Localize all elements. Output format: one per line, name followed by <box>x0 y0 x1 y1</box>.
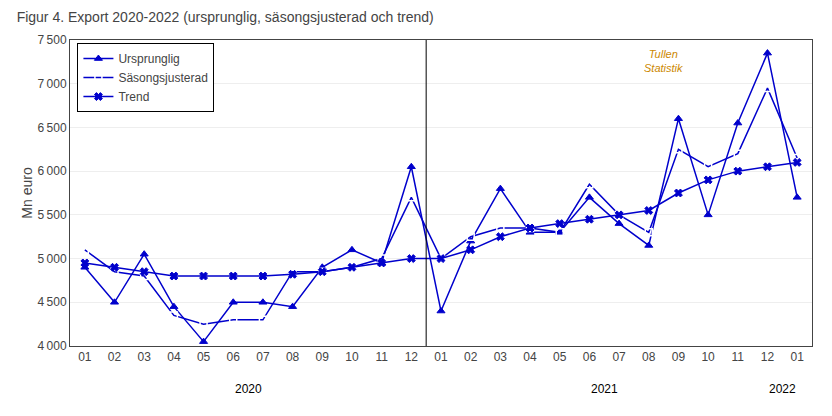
svg-text:TullenStatistik: TullenStatistik <box>644 48 683 74</box>
svg-text:06: 06 <box>227 350 241 364</box>
svg-text:07: 07 <box>612 350 626 364</box>
svg-text:11: 11 <box>732 350 745 364</box>
svg-text:2020: 2020 <box>235 382 262 396</box>
svg-text:03: 03 <box>494 350 508 364</box>
svg-text:Säsongsjusterad: Säsongsjusterad <box>118 71 207 85</box>
svg-text:12: 12 <box>405 350 419 364</box>
svg-text:04: 04 <box>523 350 537 364</box>
svg-text:5 000: 5 000 <box>37 252 66 266</box>
svg-text:09: 09 <box>672 350 686 364</box>
svg-text:07: 07 <box>256 350 270 364</box>
svg-text:06: 06 <box>583 350 597 364</box>
svg-text:01: 01 <box>78 350 92 364</box>
svg-text:04: 04 <box>167 350 181 364</box>
svg-text:4 500: 4 500 <box>37 295 66 309</box>
svg-text:05: 05 <box>553 350 567 364</box>
svg-text:6 500: 6 500 <box>37 121 66 135</box>
svg-text:08: 08 <box>642 350 656 364</box>
svg-text:08: 08 <box>286 350 300 364</box>
svg-text:01: 01 <box>434 350 448 364</box>
svg-text:Figur 4. Export 2020-2022 (urs: Figur 4. Export 2020-2022 (ursprunglig, … <box>17 9 434 25</box>
svg-text:2021: 2021 <box>591 382 618 396</box>
svg-text:01: 01 <box>790 350 804 364</box>
svg-text:02: 02 <box>464 350 478 364</box>
svg-text:5 500: 5 500 <box>37 208 66 222</box>
svg-text:2022: 2022 <box>769 382 796 396</box>
svg-text:4 000: 4 000 <box>37 339 66 353</box>
svg-text:Ursprunglig: Ursprunglig <box>118 52 179 66</box>
svg-text:11: 11 <box>375 350 388 364</box>
svg-text:10: 10 <box>345 350 359 364</box>
svg-text:7 500: 7 500 <box>37 33 66 47</box>
svg-text:03: 03 <box>138 350 152 364</box>
svg-text:Mn euro: Mn euro <box>19 167 35 219</box>
svg-text:05: 05 <box>197 350 211 364</box>
svg-text:7 000: 7 000 <box>37 77 66 91</box>
svg-text:6 000: 6 000 <box>37 164 66 178</box>
svg-text:10: 10 <box>701 350 715 364</box>
svg-text:02: 02 <box>108 350 122 364</box>
svg-text:09: 09 <box>316 350 330 364</box>
svg-text:Trend: Trend <box>118 90 149 104</box>
svg-text:12: 12 <box>761 350 775 364</box>
